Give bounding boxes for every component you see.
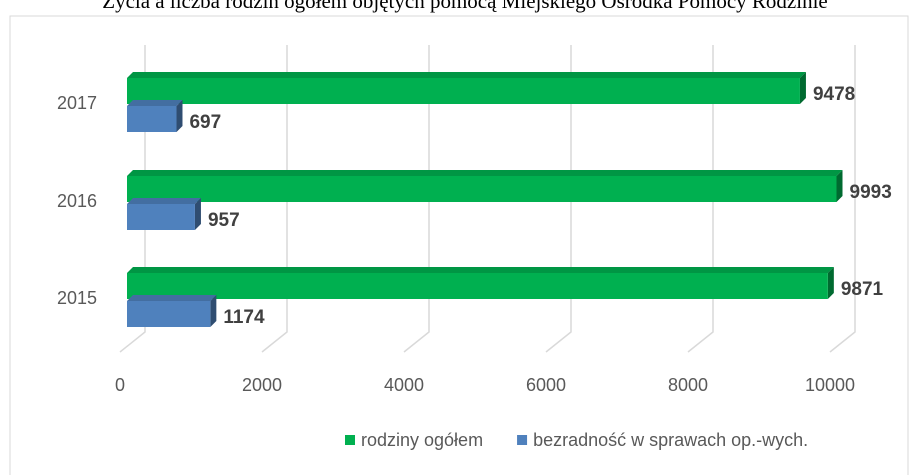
value-label: 9478 xyxy=(813,84,855,105)
legend-label: rodziny ogółem xyxy=(361,430,483,450)
value-label: 957 xyxy=(208,210,240,231)
chart-frame xyxy=(9,15,909,475)
bar xyxy=(127,72,806,104)
grid-line xyxy=(687,45,714,353)
y-tick-label: 2015 xyxy=(57,288,97,308)
x-tick-label: 0 xyxy=(115,375,125,395)
bar xyxy=(127,295,217,327)
y-tick-label: 2016 xyxy=(57,191,97,211)
grid-line xyxy=(119,45,146,353)
value-label: 9993 xyxy=(850,182,892,203)
legend-swatch xyxy=(345,435,355,445)
bar xyxy=(127,267,834,299)
grid-line xyxy=(829,45,856,353)
x-tick-label: 4000 xyxy=(384,375,424,395)
value-label: 9871 xyxy=(841,279,884,300)
y-tick-label: 2017 xyxy=(57,93,97,113)
grid-line xyxy=(545,45,572,353)
grid-line xyxy=(261,45,288,353)
legend-swatch xyxy=(517,435,528,445)
bar xyxy=(127,198,201,230)
x-tick-label: 10000 xyxy=(805,375,855,395)
value-label: 1174 xyxy=(223,307,265,328)
x-tick-label: 2000 xyxy=(242,375,282,395)
bar xyxy=(127,100,183,132)
chart-title: Życia a liczba rodzin ogółem objętych po… xyxy=(102,0,827,13)
grid-line xyxy=(403,45,430,353)
value-label: 697 xyxy=(189,112,221,133)
legend-label: bezradność w sprawach op.-wych. xyxy=(533,430,808,450)
x-tick-label: 8000 xyxy=(668,375,708,395)
bar xyxy=(127,170,843,202)
x-tick-label: 6000 xyxy=(526,375,566,395)
